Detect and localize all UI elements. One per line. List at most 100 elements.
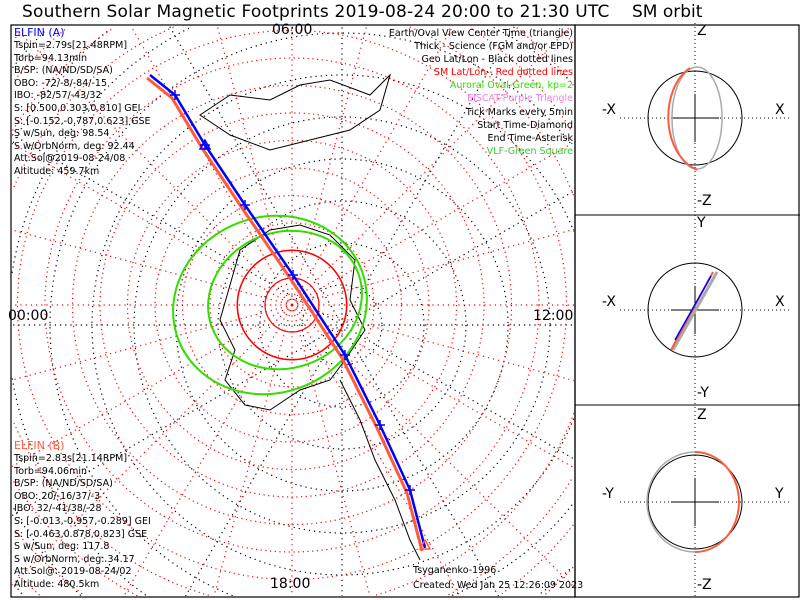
geo-lat-circle — [12, 28, 47, 595]
elfin-b-info-line: Torb=94.06min — [14, 465, 88, 477]
elfin-a-info-line: S: [-0.152,-0.787,0.623] GSE — [14, 115, 151, 127]
elfin-a-tick-mark — [240, 200, 250, 210]
orbit-axis-label-right: Y — [775, 486, 784, 502]
orbit-path-far — [671, 271, 719, 351]
elfin-b-info-line: S: [-0.013,-0.957,-0.289] GEI — [14, 515, 151, 527]
elfin-b-info-line: S w/OrbNorm, deg: 34.17 — [14, 553, 135, 565]
legend-item: SM Lat/Lon - Red dotted lines — [433, 67, 573, 79]
mlt-label-bottom: 18:00 — [270, 576, 311, 592]
sm-lon-line — [291, 304, 575, 469]
elfin-b-info-line: IBO: 32/-41/38/-28 — [14, 503, 102, 515]
view-center-triangle-a — [198, 138, 212, 150]
earth-circle — [647, 262, 743, 358]
elfin-a-tick-mark — [405, 485, 415, 495]
sm-lon-line — [11, 304, 293, 586]
created-timestamp: Created: Wed Jan 25 12:26:09 2023 — [413, 580, 584, 591]
sm-lon-line — [11, 142, 293, 306]
legend-item: EISCAT-Purple Triangle — [467, 93, 573, 105]
elfin-b-info-line: S w/Sun, deg: 117.8 — [14, 541, 110, 553]
orbit-axis-label-right: X — [775, 294, 785, 310]
elfin-a-tick-mark — [340, 350, 350, 360]
elfin-b-name: ELFIN (B) — [14, 439, 65, 452]
model-name: Tsyganenko-1996 — [413, 565, 497, 576]
elfin-a-info-line: OBO: -72/-8/-84/-15 — [14, 77, 107, 89]
elfin-b-info: ELFIN (B) Tspin=2.83s[21.14RPM] Torb=94.0… — [14, 439, 151, 592]
sm-lat-circle — [44, 57, 540, 553]
sm-lon-line — [291, 141, 575, 306]
orbit-axis-label-right: X — [775, 102, 785, 118]
orbit-path-a — [674, 275, 712, 341]
elfin-a-info-line: Torb=94.13min — [14, 52, 88, 64]
orbit-axis-label-left: -X — [602, 102, 616, 118]
orbit-axis-label-top: Z — [697, 23, 707, 39]
elfin-b-info-line: Att.Sol@: 2019-08-24/02 — [14, 566, 132, 578]
geo-lat-circle — [11, 26, 571, 596]
sm-lon-line — [291, 304, 461, 597]
sm-lon-line — [291, 304, 575, 382]
polar-map — [11, 25, 575, 597]
sm-lon-line — [11, 304, 293, 381]
legend-item: Thick - Science (FGM and/or EPD) — [414, 41, 573, 53]
sm-lon-line — [291, 25, 368, 306]
page-title: Southern Solar Magnetic Footprints 2019-… — [22, 2, 610, 22]
orbit-axis-label-bottom: -Y — [697, 385, 709, 401]
elfin-a-info-line: Tspin=2.79s[21.48RPM] — [14, 40, 128, 51]
geo-lat-circle — [301, 284, 383, 366]
elfin-a-tick-mark — [375, 420, 385, 430]
geo-lat-circle — [91, 74, 575, 576]
orbit-axis-label-left: -Y — [602, 486, 614, 502]
orbit-frame — [574, 24, 800, 598]
footer: Tsyganenko-1996 Created: Wed Jan 25 12:2… — [413, 563, 583, 593]
legend-item: VLF-Green Square — [486, 145, 573, 157]
geo-lon-line — [11, 133, 343, 326]
legend-item: Geo Lat/Lon - Black dotted lines — [421, 54, 573, 66]
sm-lon-line — [130, 25, 293, 306]
legend-item: Earth/Oval View Center Time (triangle) — [388, 28, 573, 39]
south-america-outline — [339, 379, 421, 561]
mlt-label-left: 00:00 — [8, 308, 49, 324]
geo-lon-line — [168, 25, 343, 326]
legend-item: Auroral Oval-Green, kp=2 — [449, 80, 573, 92]
orbit-path-near — [667, 67, 698, 171]
legend: Earth/Oval View Center Time (triangle) Th… — [389, 27, 573, 158]
elfin-b-track — [146, 76, 424, 552]
geo-lon-line — [341, 25, 516, 326]
elfin-b-info-line: Altitude: 480.5km — [14, 578, 100, 590]
australia-outline — [199, 73, 392, 151]
mlt-label-right: 12:00 — [533, 308, 574, 324]
elfin-a-info-line: Altitude: 459.7km — [14, 165, 100, 177]
elfin-a-info-line: B/SP: (NA/ND/SD/SA) — [14, 65, 113, 77]
elfin-a-info-line: S w/Sun, deg: 98.54 — [14, 128, 110, 140]
legend-item: End Time-Asterisk — [487, 132, 573, 144]
orbit-title: SM orbit — [632, 2, 703, 22]
elfin-a-name: ELFIN (A) — [14, 26, 65, 39]
orbit-path-near — [694, 451, 740, 553]
elfin-a-tick-mark — [288, 270, 298, 280]
geo-lon-line — [341, 324, 499, 597]
sm-lat-circle-solid — [236, 249, 348, 361]
sm-lon-line — [291, 304, 371, 597]
geo-lon-line — [11, 324, 343, 517]
auroral-oval-outer — [172, 214, 368, 396]
orbit-axis-label-bottom: -Z — [697, 193, 712, 209]
sm-lat-circle — [16, 29, 568, 581]
earth-circle — [647, 70, 743, 166]
sm-lon-line — [11, 304, 293, 468]
legend-item: Start Time-Diamond — [477, 119, 573, 131]
geo-lat-circle — [175, 158, 509, 492]
elfin-a-info: ELFIN (A) Tspin=2.79s[21.48RPM] Torb=94.1… — [14, 26, 151, 179]
elfin-a-info-line: S w/OrbNorm, deg: 92.44 — [14, 140, 135, 152]
sm-lon-line — [291, 228, 575, 306]
legend-item: Tick Marks every 5min — [465, 106, 573, 118]
orbit-axis-label-top: Z — [697, 407, 707, 423]
view-center-triangle-b — [418, 538, 432, 550]
antarctica-outline — [219, 224, 366, 411]
elfin-a-info-line: IBO: -82/57/-43/32 — [14, 90, 102, 102]
orbit-axis-label-bottom: -Z — [697, 577, 712, 593]
orbit-axis-label-left: -X — [602, 294, 616, 310]
elfin-b-info-line: Tspin=2.83s[21.14RPM] — [14, 453, 128, 464]
orbit-axis-label-top: Y — [697, 215, 706, 231]
orbit-path-far — [646, 451, 696, 553]
elfin-a-tick-mark — [170, 90, 180, 100]
